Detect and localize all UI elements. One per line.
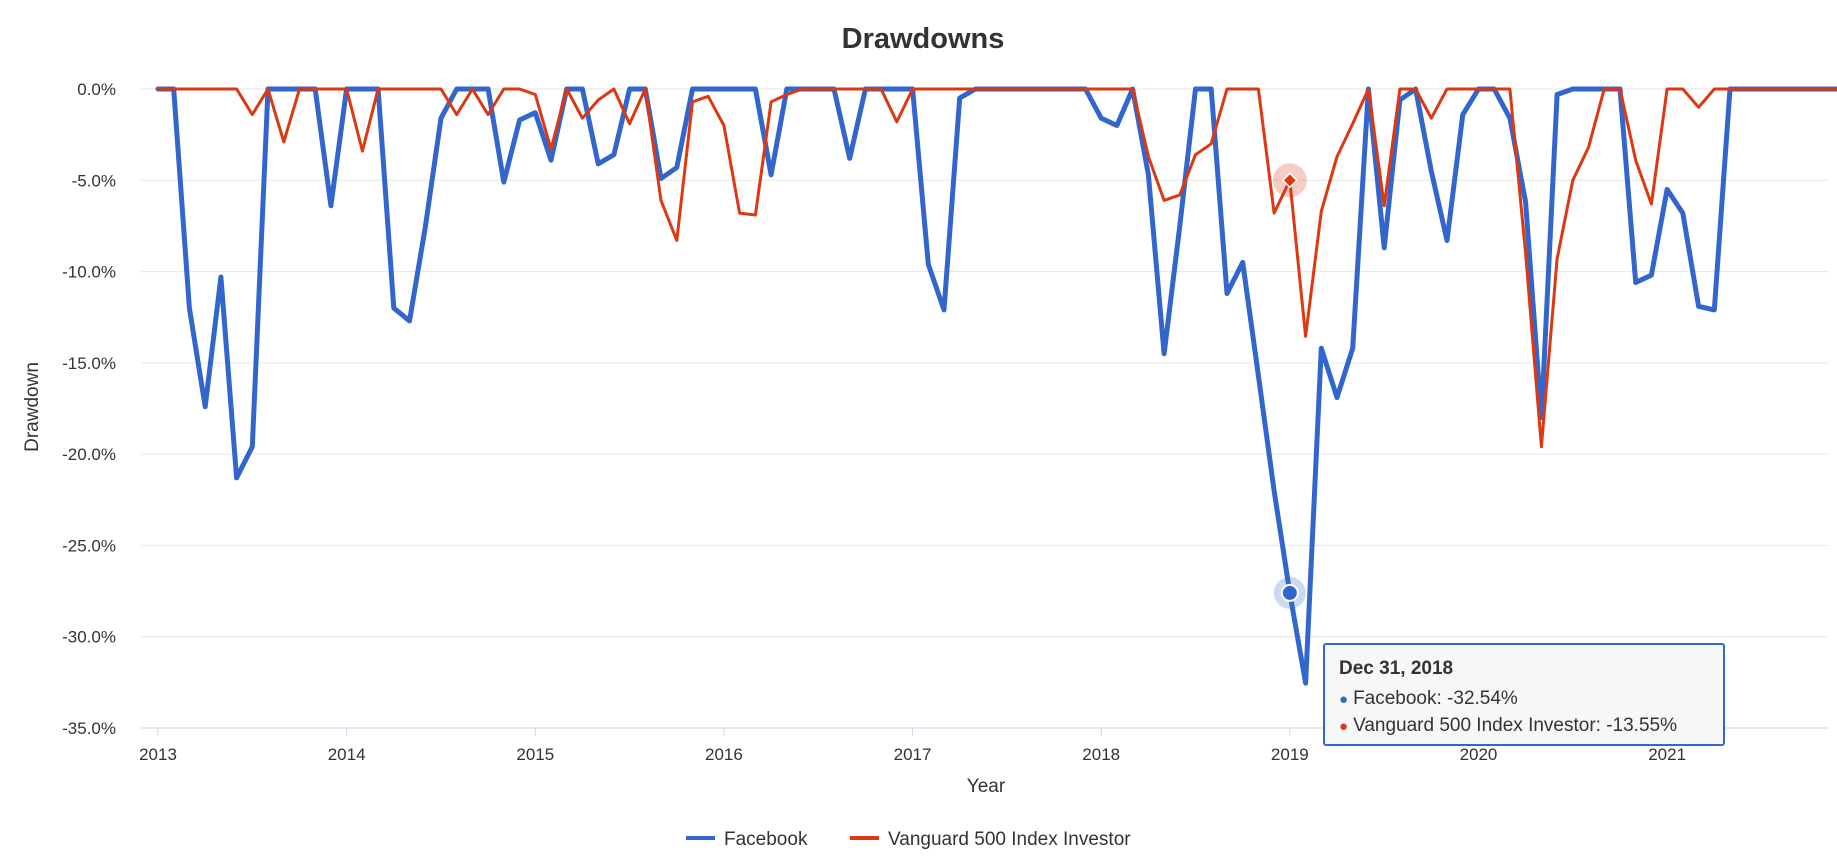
x-tick-label: 2019	[1271, 745, 1309, 764]
x-axis-label: Year	[967, 776, 1006, 797]
series-line-facebook	[155, 86, 1837, 686]
legend-item-facebook[interactable]: Facebook	[686, 829, 808, 850]
tooltip-row-vanguard: ● Vanguard 500 Index Investor: -13.55%	[1339, 713, 1709, 740]
y-tick-label: -35.0%	[62, 719, 116, 738]
legend-item-vanguard[interactable]: Vanguard 500 Index Investor	[850, 829, 1131, 850]
y-tick-label: 0.0%	[77, 80, 116, 99]
x-tick-label: 2020	[1460, 745, 1498, 764]
x-axis-ticks: 2013 2014 2015 2016 2017 2018 2019 2020 2021	[139, 728, 1686, 764]
y-tick-label: -5.0%	[72, 171, 116, 190]
vanguard-marker	[1281, 172, 1298, 189]
hover-markers	[1272, 163, 1307, 609]
tooltip-row-facebook: ● Facebook: -32.54%	[1339, 686, 1709, 713]
x-tick-label: 2016	[705, 745, 743, 764]
x-tick-label: 2021	[1648, 745, 1686, 764]
x-tick-label: 2015	[516, 745, 554, 764]
chart-title: Drawdowns	[842, 23, 1005, 55]
x-tick-label: 2013	[139, 745, 177, 764]
tooltip: Dec 31, 2018 ● Facebook: -32.54% ● Vanguar…	[1323, 643, 1725, 746]
series-line-vanguard	[156, 87, 1837, 449]
tooltip-facebook-value: Facebook: -32.54%	[1353, 688, 1518, 709]
series-lines	[155, 86, 1837, 686]
x-tick-label: 2018	[1082, 745, 1120, 764]
legend-label-facebook: Facebook	[724, 829, 808, 850]
vanguard-dot-icon: ●	[1339, 718, 1349, 735]
x-tick-label: 2017	[894, 745, 932, 764]
facebook-dot-icon: ●	[1339, 691, 1349, 708]
y-tick-label: -25.0%	[62, 536, 116, 555]
y-axis-label: Drawdown	[22, 362, 43, 452]
tooltip-date: Dec 31, 2018	[1339, 658, 1454, 679]
legend: Facebook Vanguard 500 Index Investor	[686, 829, 1131, 850]
legend-label-vanguard: Vanguard 500 Index Investor	[888, 829, 1131, 850]
y-axis-ticks: 0.0% -5.0% -10.0% -15.0% -20.0% -25.0% -30.0% -…	[62, 80, 116, 738]
x-tick-label: 2014	[328, 745, 366, 764]
facebook-marker	[1280, 583, 1299, 602]
y-tick-label: -30.0%	[62, 628, 116, 647]
tooltip-vanguard-value: Vanguard 500 Index Investor: -13.55%	[1353, 715, 1677, 736]
y-tick-label: -20.0%	[62, 445, 116, 464]
y-tick-label: -15.0%	[62, 354, 116, 373]
y-tick-label: -10.0%	[62, 263, 116, 282]
grid-lines	[141, 88, 1828, 638]
